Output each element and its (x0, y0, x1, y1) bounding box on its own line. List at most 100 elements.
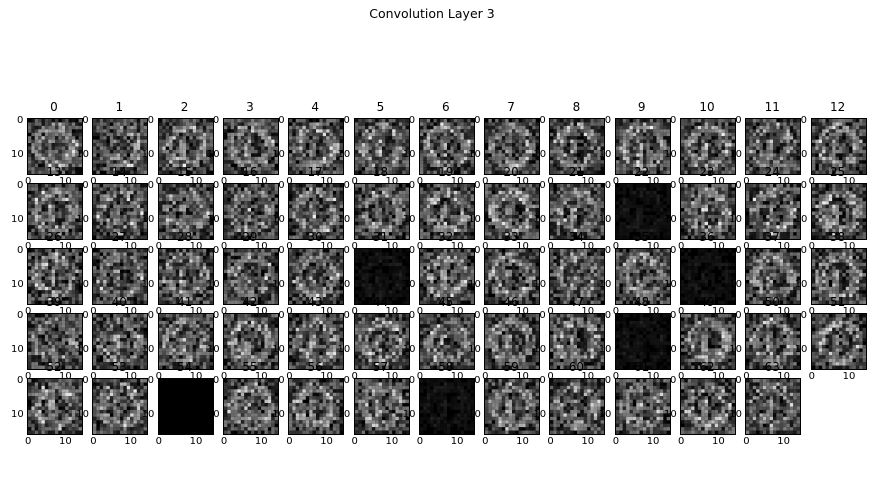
x-tick-label: 0 (90, 176, 97, 187)
y-tick-label: 0 (539, 310, 546, 321)
x-tick-label: 10 (712, 241, 725, 252)
panel-index-label: 61 (634, 360, 650, 374)
x-tick-label: 10 (59, 306, 72, 317)
feature-map-panel (484, 378, 541, 435)
y-tick-label: 0 (474, 310, 481, 321)
x-tick-label: 0 (808, 371, 815, 382)
y-tick-label: 10 (664, 214, 677, 225)
x-tick-label: 0 (743, 176, 750, 187)
panel-index-label: 8 (572, 100, 581, 114)
y-tick-label: 0 (147, 375, 154, 386)
panel-index-label: 56 (307, 360, 323, 374)
panel-index-label: 23 (699, 165, 715, 179)
x-tick-label: 10 (842, 176, 856, 187)
panel-index-label: 31 (372, 230, 389, 244)
y-tick-label: 0 (800, 245, 807, 256)
x-tick-label: 0 (416, 176, 424, 187)
y-tick-label: 10 (664, 279, 677, 290)
feature-map-panel (745, 378, 802, 435)
y-tick-label: 0 (539, 245, 546, 256)
feature-map-panel (680, 248, 736, 305)
y-tick-label: 0 (474, 180, 481, 191)
y-tick-label: 10 (598, 344, 612, 355)
feature-map-panel (418, 313, 475, 370)
feature-map-image (550, 314, 605, 369)
panel-index-label: 14 (111, 165, 127, 179)
y-tick-label: 10 (468, 409, 481, 420)
x-tick-label: 10 (320, 241, 333, 252)
panel-index-label: 3 (246, 100, 254, 114)
panel-index-label: 6 (441, 100, 450, 114)
panel-index-label: 34 (568, 230, 585, 244)
panel-index-label: 19 (438, 165, 454, 179)
feature-map-panel (484, 248, 541, 305)
feature-map-panel (418, 378, 475, 435)
y-tick-label: 0 (278, 375, 285, 386)
feature-map-image (419, 119, 474, 174)
y-tick-label: 10 (11, 409, 24, 420)
y-tick-label: 0 (604, 375, 612, 386)
y-tick-label: 0 (735, 115, 742, 126)
feature-map-panel (810, 183, 867, 240)
y-tick-label: 0 (604, 310, 612, 321)
feature-map-image (746, 379, 801, 434)
feature-map-image (485, 184, 540, 239)
feature-map-panel (745, 248, 802, 305)
panel-index-label: 57 (372, 360, 389, 374)
feature-map-image (289, 314, 344, 369)
x-tick-label: 0 (90, 371, 97, 382)
feature-map-panel (418, 118, 475, 175)
y-tick-label: 10 (468, 279, 481, 290)
feature-map-panel (288, 118, 345, 175)
panel-index-label: 51 (829, 295, 846, 309)
x-tick-label: 10 (124, 241, 138, 252)
x-tick-label: 0 (90, 436, 97, 447)
x-tick-label: 10 (581, 241, 595, 252)
x-tick-label: 10 (189, 306, 203, 317)
y-tick-label: 0 (343, 310, 350, 321)
panel-index-label: 60 (568, 360, 585, 374)
y-tick-label: 10 (729, 279, 743, 290)
feature-map-panel (614, 183, 671, 240)
feature-map-image (93, 184, 148, 239)
feature-map-image (419, 249, 474, 304)
panel-index-label: 11 (764, 100, 780, 114)
y-tick-label: 10 (141, 149, 155, 160)
x-tick-label: 10 (777, 241, 791, 252)
x-tick-label: 0 (351, 176, 358, 187)
y-tick-label: 0 (147, 180, 154, 191)
x-tick-label: 0 (482, 241, 489, 252)
x-tick-label: 10 (59, 371, 72, 382)
x-tick-label: 0 (808, 241, 815, 252)
feature-map-image (28, 314, 82, 369)
feature-map-image (811, 249, 866, 304)
y-tick-label: 0 (735, 245, 742, 256)
x-tick-label: 10 (646, 241, 660, 252)
feature-map-panel (418, 183, 475, 240)
x-tick-label: 0 (25, 241, 32, 252)
y-tick-label: 10 (794, 344, 808, 355)
y-tick-label: 10 (141, 214, 155, 225)
feature-map-image (811, 119, 866, 174)
x-tick-label: 0 (678, 306, 685, 317)
x-tick-label: 0 (743, 241, 750, 252)
feature-map-image (681, 249, 735, 304)
x-tick-label: 10 (646, 371, 660, 382)
feature-map-image (485, 314, 540, 369)
feature-map-image (746, 249, 801, 304)
y-tick-label: 0 (539, 180, 546, 191)
feature-map-panel (353, 378, 410, 435)
feature-map-image (485, 119, 540, 174)
x-tick-label: 0 (416, 306, 424, 317)
x-tick-label: 0 (286, 306, 293, 317)
feature-map-panel (810, 248, 867, 305)
y-tick-label: 0 (343, 180, 350, 191)
x-tick-label: 0 (612, 371, 620, 382)
panel-index-label: 7 (507, 100, 515, 114)
feature-map-panel (157, 378, 214, 435)
y-tick-label: 0 (343, 115, 350, 126)
feature-map-image (550, 379, 605, 434)
x-tick-label: 10 (385, 176, 399, 187)
panel-index-label: 36 (699, 230, 715, 244)
